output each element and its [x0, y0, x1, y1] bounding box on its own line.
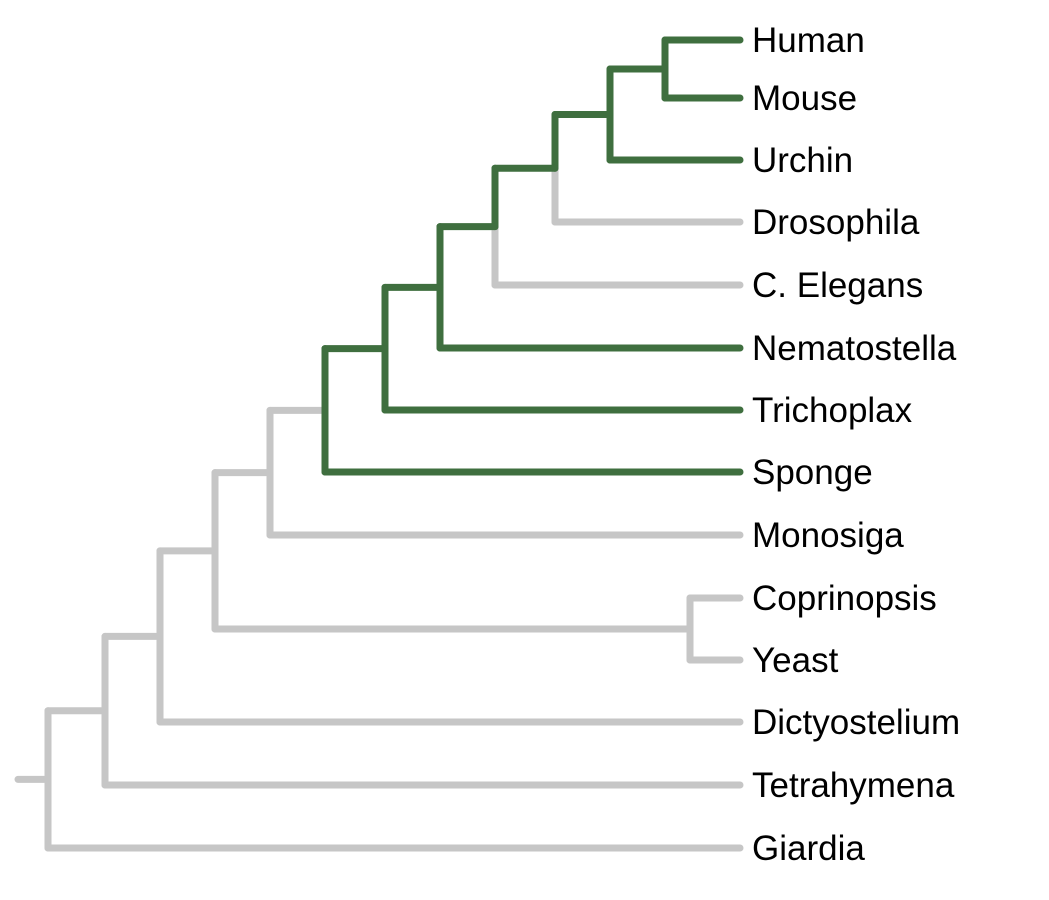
leaf-label-tetrahymena: Tetrahymena — [752, 766, 954, 806]
leaf-label-monosiga: Monosiga — [752, 516, 904, 556]
leaf-label-urchin: Urchin — [752, 141, 853, 181]
leaf-label-coprinopsis: Coprinopsis — [752, 579, 937, 619]
green-branches — [325, 40, 740, 472]
leaf-label-celegans: C. Elegans — [752, 266, 923, 306]
leaf-label-giardia: Giardia — [752, 829, 865, 869]
leaf-label-drosophila: Drosophila — [752, 203, 919, 243]
leaf-label-nematostella: Nematostella — [752, 329, 956, 369]
leaf-label-sponge: Sponge — [752, 453, 873, 493]
leaf-label-mouse: Mouse — [752, 79, 857, 119]
leaf-label-yeast: Yeast — [752, 641, 838, 681]
leaf-label-dictyostelium: Dictyostelium — [752, 703, 960, 743]
grey-branches — [18, 168, 740, 848]
leaf-label-trichoplax: Trichoplax — [752, 391, 912, 431]
leaf-label-human: Human — [752, 21, 865, 61]
